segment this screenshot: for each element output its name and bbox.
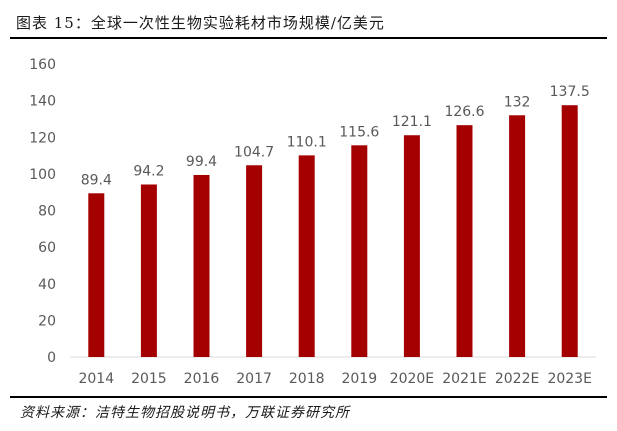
x-tick-label: 2015 xyxy=(131,371,167,387)
footer-rule xyxy=(10,396,607,398)
bar xyxy=(140,184,157,357)
x-tick-label: 2017 xyxy=(236,371,272,387)
x-tick-label: 2019 xyxy=(341,371,377,387)
data-label: 99.4 xyxy=(186,154,217,170)
data-label: 121.1 xyxy=(392,114,432,130)
data-label: 110.1 xyxy=(287,134,327,150)
source-note: 资料来源：洁特生物招股说明书，万联证券研究所 xyxy=(20,405,350,421)
x-tick-label: 2014 xyxy=(78,371,114,387)
chart-title: 图表 15：全球一次性生物实验耗材市场规模/亿美元 xyxy=(16,14,385,32)
bar xyxy=(246,165,263,357)
y-tick-label: 120 xyxy=(29,130,56,146)
y-tick-label: 100 xyxy=(29,167,56,183)
data-label: 126.6 xyxy=(444,104,484,120)
title-bar: 图表 15：全球一次性生物实验耗材市场规模/亿美元 xyxy=(10,6,607,39)
bar-chart: 0 20 40 60 80 100 120 140 160 89.4 2014 94.2 2015 99.… xyxy=(29,57,596,387)
y-tick-label: 160 xyxy=(29,57,56,73)
y-tick-label: 60 xyxy=(38,240,56,256)
y-tick-label: 140 xyxy=(29,94,56,110)
bar xyxy=(88,193,105,357)
bar xyxy=(298,155,315,357)
x-tick-label: 2022E xyxy=(495,371,539,387)
data-label: 132 xyxy=(504,94,531,110)
bar xyxy=(456,125,473,357)
data-label: 89.4 xyxy=(81,172,112,188)
data-label: 115.6 xyxy=(339,124,379,140)
x-tick-label: 2023E xyxy=(547,371,591,387)
bar xyxy=(351,145,368,357)
y-tick-label: 80 xyxy=(38,204,56,220)
bar xyxy=(403,135,420,357)
bar xyxy=(509,115,526,358)
data-label: 94.2 xyxy=(133,163,164,179)
x-tick-label: 2016 xyxy=(184,371,220,387)
data-label: 104.7 xyxy=(234,144,274,160)
bar xyxy=(561,105,578,357)
data-label: 137.5 xyxy=(550,84,590,100)
x-tick-label: 2018 xyxy=(289,371,325,387)
x-tick-label: 2020E xyxy=(390,371,434,387)
chart-area: 0 20 40 60 80 100 120 140 160 89.4 2014 94.2 2015 99.… xyxy=(10,40,607,395)
bar xyxy=(193,174,210,357)
y-tick-label: 0 xyxy=(47,350,56,366)
y-tick-label: 20 xyxy=(38,313,56,329)
x-tick-label: 2021E xyxy=(442,371,486,387)
y-tick-label: 40 xyxy=(38,277,56,293)
